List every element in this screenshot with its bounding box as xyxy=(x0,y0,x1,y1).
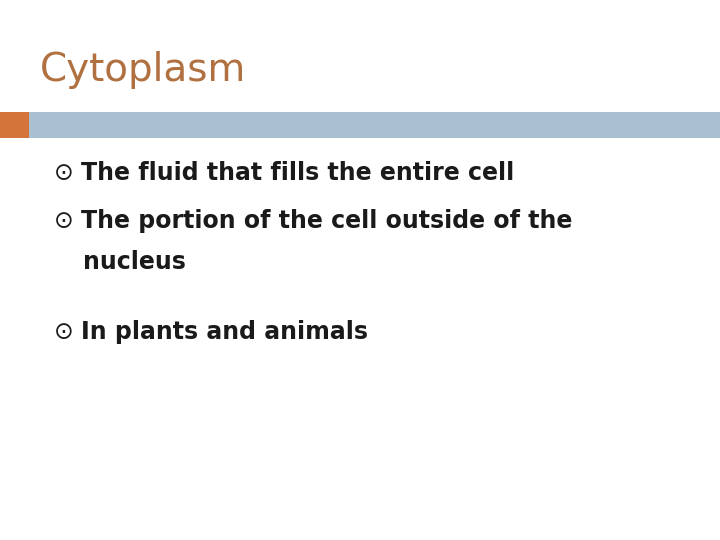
Text: ⊙: ⊙ xyxy=(54,320,73,344)
Text: Cytoplasm: Cytoplasm xyxy=(40,51,246,89)
Text: ⊙: ⊙ xyxy=(54,210,73,233)
Text: The portion of the cell outside of the: The portion of the cell outside of the xyxy=(81,210,572,233)
Text: In plants and animals: In plants and animals xyxy=(81,320,369,344)
Bar xyxy=(29,112,720,138)
Text: nucleus: nucleus xyxy=(83,250,186,274)
Text: The fluid that fills the entire cell: The fluid that fills the entire cell xyxy=(81,161,515,185)
Bar xyxy=(0,112,29,138)
Text: ⊙: ⊙ xyxy=(54,161,73,185)
